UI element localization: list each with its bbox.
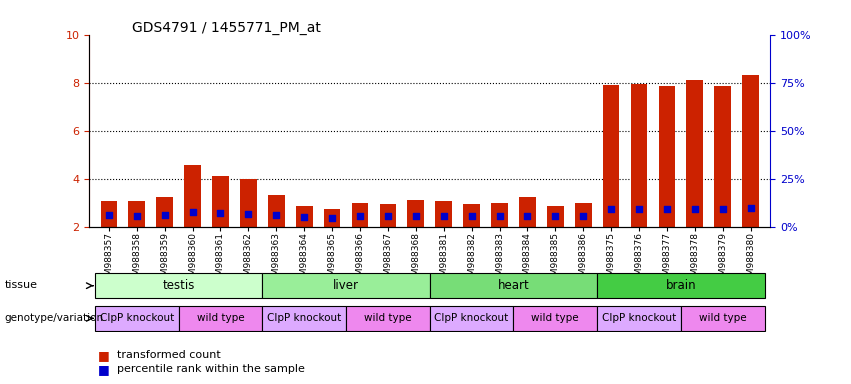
Point: [297, 214, 311, 220]
FancyBboxPatch shape: [597, 273, 764, 298]
FancyBboxPatch shape: [513, 306, 597, 331]
Bar: [687, 80, 703, 275]
Bar: [268, 195, 285, 275]
Bar: [631, 84, 648, 275]
Text: wild type: wild type: [197, 313, 244, 323]
FancyBboxPatch shape: [262, 306, 346, 331]
Text: ■: ■: [98, 363, 110, 376]
Bar: [323, 209, 340, 275]
Point: [465, 213, 478, 219]
Bar: [184, 166, 201, 275]
Point: [632, 206, 646, 212]
Point: [270, 212, 283, 218]
Text: wild type: wild type: [699, 313, 746, 323]
Bar: [547, 206, 563, 275]
Text: tissue: tissue: [4, 280, 37, 290]
FancyBboxPatch shape: [179, 306, 262, 331]
FancyBboxPatch shape: [430, 273, 597, 298]
Point: [576, 213, 590, 219]
Text: wild type: wild type: [532, 313, 580, 323]
Bar: [603, 85, 620, 275]
FancyBboxPatch shape: [430, 306, 513, 331]
Bar: [240, 179, 257, 275]
Bar: [659, 86, 676, 275]
Bar: [519, 197, 536, 275]
FancyBboxPatch shape: [262, 273, 430, 298]
Point: [688, 206, 701, 212]
Point: [242, 211, 255, 217]
Point: [102, 212, 116, 218]
Point: [604, 206, 618, 212]
Point: [186, 209, 199, 215]
FancyBboxPatch shape: [346, 306, 430, 331]
Point: [549, 214, 563, 220]
Point: [744, 205, 757, 211]
Text: ClpP knockout: ClpP knockout: [100, 313, 174, 323]
Text: transformed count: transformed count: [117, 350, 221, 360]
Point: [381, 213, 395, 219]
Bar: [100, 201, 117, 275]
Bar: [714, 86, 731, 275]
Text: ClpP knockout: ClpP knockout: [267, 313, 341, 323]
Point: [158, 212, 172, 218]
Point: [214, 210, 227, 216]
Text: GDS4791 / 1455771_PM_at: GDS4791 / 1455771_PM_at: [132, 21, 321, 35]
Bar: [351, 203, 368, 275]
Text: ClpP knockout: ClpP knockout: [435, 313, 509, 323]
FancyBboxPatch shape: [597, 306, 681, 331]
Bar: [742, 75, 759, 275]
Text: ■: ■: [98, 349, 110, 362]
Bar: [463, 204, 480, 275]
Bar: [157, 197, 173, 275]
Point: [716, 206, 729, 212]
Point: [325, 215, 339, 221]
Text: ClpP knockout: ClpP knockout: [602, 313, 677, 323]
FancyBboxPatch shape: [95, 273, 262, 298]
Bar: [574, 203, 591, 275]
Bar: [491, 203, 508, 275]
Text: wild type: wild type: [364, 313, 412, 323]
Text: brain: brain: [665, 279, 696, 291]
Point: [409, 213, 423, 219]
Bar: [296, 206, 312, 275]
Text: liver: liver: [333, 279, 359, 291]
Point: [437, 214, 450, 220]
Point: [130, 213, 144, 219]
Text: testis: testis: [163, 279, 195, 291]
Point: [353, 213, 367, 219]
Point: [493, 213, 506, 219]
Bar: [212, 176, 229, 275]
Point: [521, 213, 534, 219]
Text: genotype/variation: genotype/variation: [4, 313, 103, 323]
Bar: [436, 201, 452, 275]
Bar: [408, 200, 424, 275]
Point: [660, 206, 674, 212]
Text: heart: heart: [498, 279, 529, 291]
Bar: [129, 201, 146, 275]
FancyBboxPatch shape: [95, 306, 179, 331]
Bar: [380, 204, 397, 275]
FancyBboxPatch shape: [681, 306, 764, 331]
Text: percentile rank within the sample: percentile rank within the sample: [117, 364, 306, 374]
